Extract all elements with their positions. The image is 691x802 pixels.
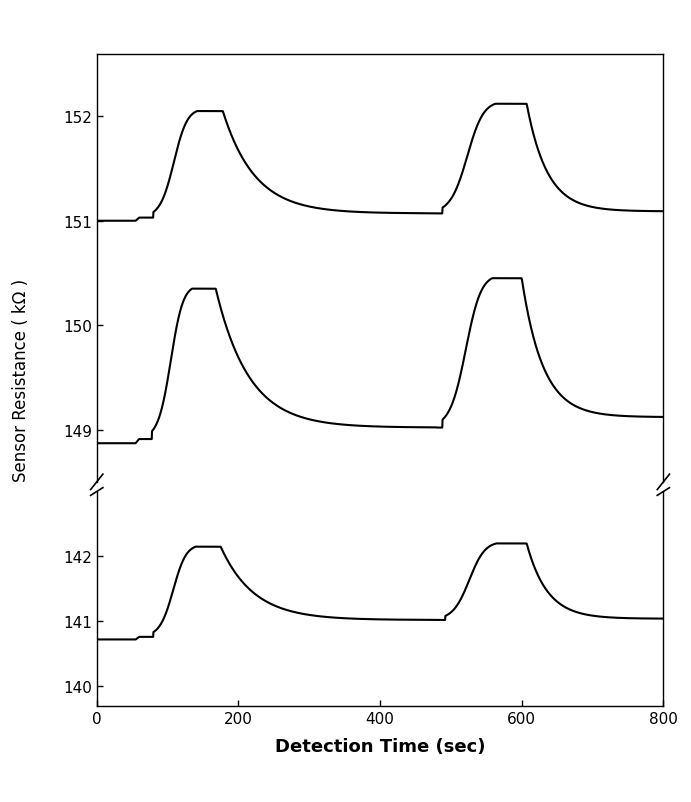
Text: Sensor Resistance ( kΩ ): Sensor Resistance ( kΩ ) [12, 279, 30, 481]
X-axis label: Detection Time (sec): Detection Time (sec) [275, 737, 485, 755]
